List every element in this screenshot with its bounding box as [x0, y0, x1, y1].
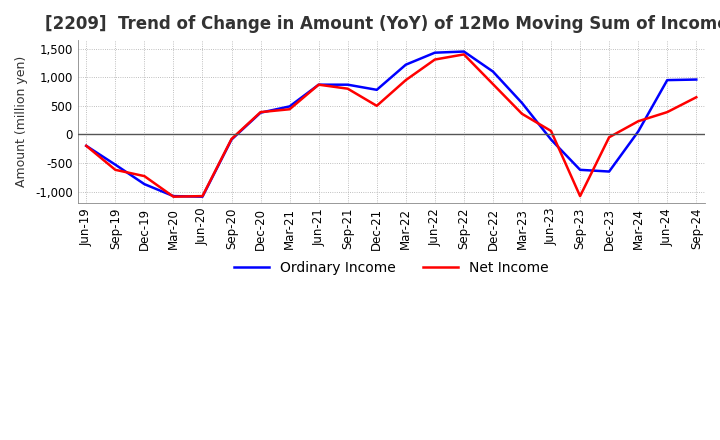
Ordinary Income	[315, 82, 323, 87]
Net Income	[140, 173, 149, 179]
Net Income	[605, 135, 613, 140]
Ordinary Income	[546, 137, 555, 142]
Ordinary Income	[605, 169, 613, 174]
Net Income	[198, 194, 207, 199]
Net Income	[82, 143, 91, 148]
Ordinary Income	[634, 129, 642, 134]
Net Income	[692, 95, 701, 100]
Ordinary Income	[343, 82, 352, 87]
Line: Net Income: Net Income	[86, 55, 696, 197]
Net Income	[546, 128, 555, 134]
Ordinary Income	[285, 104, 294, 109]
Ordinary Income	[402, 62, 410, 67]
Y-axis label: Amount (million yen): Amount (million yen)	[15, 56, 28, 187]
Net Income	[431, 57, 439, 62]
Ordinary Income	[198, 194, 207, 199]
Net Income	[663, 110, 672, 115]
Net Income	[343, 86, 352, 92]
Ordinary Income	[372, 87, 381, 92]
Net Income	[315, 82, 323, 87]
Net Income	[111, 167, 120, 172]
Net Income	[518, 111, 526, 117]
Line: Ordinary Income: Ordinary Income	[86, 51, 696, 197]
Ordinary Income	[576, 167, 585, 172]
Net Income	[256, 110, 265, 115]
Ordinary Income	[111, 162, 120, 167]
Net Income	[372, 103, 381, 109]
Ordinary Income	[140, 181, 149, 187]
Title: [2209]  Trend of Change in Amount (YoY) of 12Mo Moving Sum of Incomes: [2209] Trend of Change in Amount (YoY) o…	[45, 15, 720, 33]
Net Income	[228, 136, 236, 142]
Net Income	[489, 81, 498, 87]
Net Income	[285, 106, 294, 112]
Ordinary Income	[459, 49, 468, 54]
Net Income	[169, 194, 178, 199]
Ordinary Income	[228, 137, 236, 142]
Ordinary Income	[489, 69, 498, 74]
Net Income	[402, 77, 410, 83]
Ordinary Income	[256, 110, 265, 115]
Ordinary Income	[431, 50, 439, 55]
Ordinary Income	[518, 100, 526, 106]
Net Income	[576, 194, 585, 199]
Net Income	[459, 52, 468, 57]
Legend: Ordinary Income, Net Income: Ordinary Income, Net Income	[228, 256, 554, 281]
Ordinary Income	[692, 77, 701, 82]
Ordinary Income	[169, 194, 178, 199]
Ordinary Income	[82, 143, 91, 148]
Ordinary Income	[663, 77, 672, 83]
Net Income	[634, 119, 642, 124]
